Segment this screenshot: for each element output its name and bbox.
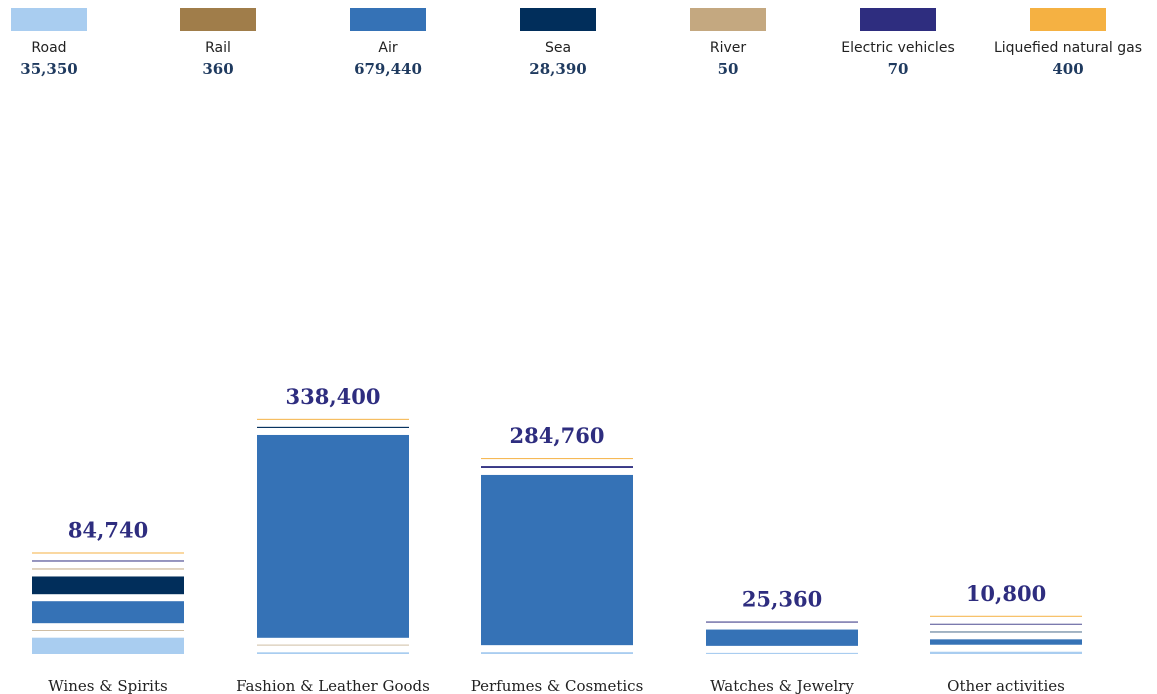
- bar-segment-perfumes-and-cosmetics-air: [481, 474, 633, 646]
- bar-segment-wines-and-spirits-river: [32, 568, 184, 570]
- bar-segment-wines-and-spirits-electric-vehicles: [32, 560, 184, 562]
- total-label-perfumes-and-cosmetics: 284,760: [510, 423, 605, 448]
- legend-label: Liquefied natural gas: [993, 40, 1143, 56]
- bar-segment-watches-and-jewelry-electric-vehicles: [706, 621, 858, 623]
- bar-segment-wines-and-spirits-road: [32, 637, 184, 654]
- legend-swatch: [860, 8, 936, 31]
- bar-segment-other-activities-sea: [930, 631, 1082, 633]
- bar-segment-wines-and-spirits-liquefied-natural-gas: [32, 552, 184, 554]
- total-label-other-activities: 10,800: [966, 581, 1046, 606]
- bar-segment-wines-and-spirits-air: [32, 601, 184, 624]
- legend-item-liquefied-natural-gas: Liquefied natural gas 400: [983, 8, 1153, 78]
- legend-swatch: [520, 8, 596, 31]
- legend-label: Air: [378, 40, 398, 56]
- legend-label: Road: [31, 40, 67, 56]
- bar-segment-perfumes-and-cosmetics-road: [481, 652, 633, 654]
- legend-item-sea: Sea 28,390: [473, 8, 643, 78]
- legend-label: Electric vehicles: [841, 40, 955, 56]
- legend-swatch: [690, 8, 766, 31]
- legend-swatch: [350, 8, 426, 31]
- category-label-watches-and-jewelry: Watches & Jewelry: [710, 677, 854, 694]
- bar-segment-watches-and-jewelry-air: [706, 629, 858, 646]
- total-label-watches-and-jewelry: 25,360: [742, 587, 822, 612]
- legend-value: 35,350: [20, 60, 78, 78]
- total-label-fashion-and-leather-goods: 338,400: [286, 384, 381, 409]
- legend-item-rail: Rail 360: [133, 8, 303, 78]
- bar-segment-other-activities-air: [930, 639, 1082, 645]
- legend-swatch: [180, 8, 256, 31]
- bar-segment-watches-and-jewelry-road: [706, 652, 858, 654]
- legend-item-road: Road 35,350: [0, 8, 134, 78]
- legend-label: River: [709, 40, 747, 56]
- category-label-fashion-and-leather-goods: Fashion & Leather Goods: [236, 677, 430, 694]
- bar-segment-wines-and-spirits-sea: [32, 576, 184, 595]
- bar-segment-fashion-and-leather-goods-sea: [257, 426, 409, 428]
- bar-segment-other-activities-road: [930, 651, 1082, 654]
- total-label-wines-and-spirits: 84,740: [68, 517, 148, 542]
- legend-value: 50: [717, 60, 739, 78]
- category-label-wines-and-spirits: Wines & Spirits: [48, 677, 167, 694]
- legend-value: 70: [887, 60, 909, 78]
- legend-item-air: Air 679,440: [303, 8, 473, 78]
- legend-label: Rail: [205, 40, 231, 56]
- bar-segment-other-activities-electric-vehicles: [930, 623, 1082, 625]
- category-label-perfumes-and-cosmetics: Perfumes & Cosmetics: [471, 677, 644, 694]
- legend-value: 679,440: [354, 60, 422, 78]
- legend-value: 360: [202, 60, 234, 78]
- bar-segment-fashion-and-leather-goods-air: [257, 434, 409, 638]
- legend-swatch: [1030, 8, 1106, 31]
- legend-swatch: [11, 8, 87, 31]
- legend-value: 400: [1052, 60, 1084, 78]
- legend-item-electric-vehicles: Electric vehicles 70: [813, 8, 983, 78]
- bar-segment-other-activities-liquefied-natural-gas: [930, 615, 1082, 617]
- bar-segment-fashion-and-leather-goods-road: [257, 652, 409, 654]
- category-label-other-activities: Other activities: [947, 677, 1065, 694]
- bar-segment-perfumes-and-cosmetics-liquefied-natural-gas: [481, 458, 633, 460]
- legend-label: Sea: [544, 40, 572, 56]
- legend-item-river: River 50: [643, 8, 813, 78]
- bar-segment-perfumes-and-cosmetics-electric-vehicles: [481, 466, 633, 468]
- legend-value: 28,390: [529, 60, 587, 78]
- bar-segment-fashion-and-leather-goods-liquefied-natural-gas: [257, 418, 409, 420]
- legend: Road 35,350 Rail 360 Air 679,440 Sea 28,390 Rive…: [0, 0, 1157, 90]
